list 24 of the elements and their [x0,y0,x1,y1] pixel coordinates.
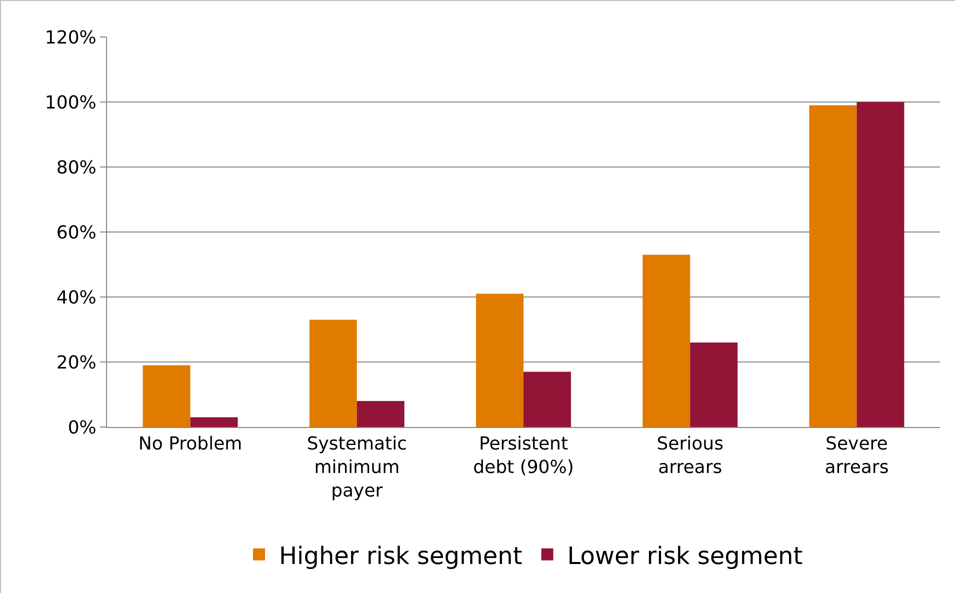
bar [142,365,190,427]
bar [642,254,690,427]
x-tick-label: Serious arrears [656,434,724,478]
y-tick-label: 20% [56,352,96,374]
y-tick-label: 80% [56,157,96,178]
bar [356,401,404,427]
bar [856,102,904,427]
legend-label: Higher risk segment [279,542,522,570]
bar [809,105,857,427]
legend-label: Lower risk segment [567,542,803,570]
x-tick-label: Persistent debt (90%) [473,434,574,478]
x-tick-label: Severe arrears [824,434,889,478]
x-tick-label: No Problem [138,434,242,455]
y-tick-label: 60% [56,222,96,244]
bar [190,417,238,427]
x-tick-label: Systematic minimum payer [306,434,407,502]
bar [309,320,357,427]
bar [476,294,524,427]
y-tick-label: 100% [44,92,96,114]
bar [524,372,571,427]
y-tick-label: 120% [44,27,96,48]
y-tick-label: 0% [68,417,96,438]
y-tick-label: 40% [56,287,96,308]
bar [690,342,738,427]
